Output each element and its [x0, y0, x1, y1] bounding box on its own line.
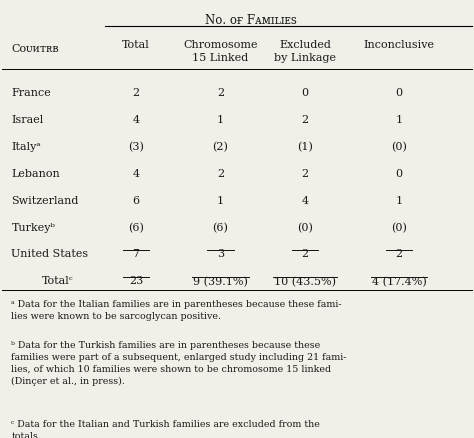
Text: 2: 2	[301, 249, 309, 259]
Text: 2: 2	[301, 114, 309, 124]
Text: 4: 4	[301, 195, 309, 205]
Text: Cᴏᴜᴎᴛʀв: Cᴏᴜᴎᴛʀв	[11, 44, 59, 54]
Text: 1: 1	[395, 195, 402, 205]
Text: ᶜ Data for the Italian and Turkish families are excluded from the
totals.: ᶜ Data for the Italian and Turkish famil…	[11, 420, 320, 438]
Text: United States: United States	[11, 249, 89, 259]
Text: (6): (6)	[128, 222, 144, 232]
Text: (0): (0)	[297, 222, 313, 232]
Text: 2: 2	[395, 249, 402, 259]
Text: Excluded
by Linkage: Excluded by Linkage	[274, 40, 336, 63]
Text: 3: 3	[217, 249, 224, 259]
Text: Turkeyᵇ: Turkeyᵇ	[11, 222, 55, 232]
Text: 1: 1	[217, 114, 224, 124]
Text: 7: 7	[133, 249, 139, 259]
Text: 0: 0	[395, 88, 402, 97]
Text: 2: 2	[217, 88, 224, 97]
Text: 10 (43.5%): 10 (43.5%)	[274, 276, 336, 286]
Text: 1: 1	[217, 195, 224, 205]
Text: 2: 2	[301, 168, 309, 178]
Text: Chromosome
15 Linked: Chromosome 15 Linked	[183, 40, 258, 63]
Text: 2: 2	[217, 168, 224, 178]
Text: ᵃ Data for the Italian families are in parentheses because these fami-
lies were: ᵃ Data for the Italian families are in p…	[11, 300, 342, 320]
Text: (1): (1)	[297, 141, 313, 152]
Text: 2: 2	[132, 88, 139, 97]
Text: (0): (0)	[391, 222, 407, 232]
Text: Israel: Israel	[11, 114, 44, 124]
Text: Switzerland: Switzerland	[11, 195, 79, 205]
Text: (3): (3)	[128, 141, 144, 152]
Text: 6: 6	[132, 195, 139, 205]
Text: 0: 0	[395, 168, 402, 178]
Text: 23: 23	[129, 276, 143, 286]
Text: Nᴏ. ᴏғ Fᴀᴍɪʟɪᴇѕ: Nᴏ. ᴏғ Fᴀᴍɪʟɪᴇѕ	[205, 14, 297, 27]
Text: (0): (0)	[391, 141, 407, 152]
Text: Total: Total	[122, 40, 150, 50]
Text: 4 (17.4%): 4 (17.4%)	[372, 276, 427, 286]
Text: 4: 4	[132, 168, 139, 178]
Text: 0: 0	[301, 88, 309, 97]
Text: 1: 1	[395, 114, 402, 124]
Text: 9 (39.1%): 9 (39.1%)	[193, 276, 248, 286]
Text: ᵇ Data for the Turkish families are in parentheses because these
families were p: ᵇ Data for the Turkish families are in p…	[11, 341, 347, 385]
Text: Lebanon: Lebanon	[11, 168, 60, 178]
Text: 4: 4	[132, 114, 139, 124]
Text: (6): (6)	[213, 222, 228, 232]
Text: Italyᵃ: Italyᵃ	[11, 141, 41, 151]
Text: (2): (2)	[213, 141, 228, 152]
Text: Inconclusive: Inconclusive	[364, 40, 435, 50]
Text: Totalᶜ: Totalᶜ	[42, 276, 73, 286]
Text: France: France	[11, 88, 51, 97]
